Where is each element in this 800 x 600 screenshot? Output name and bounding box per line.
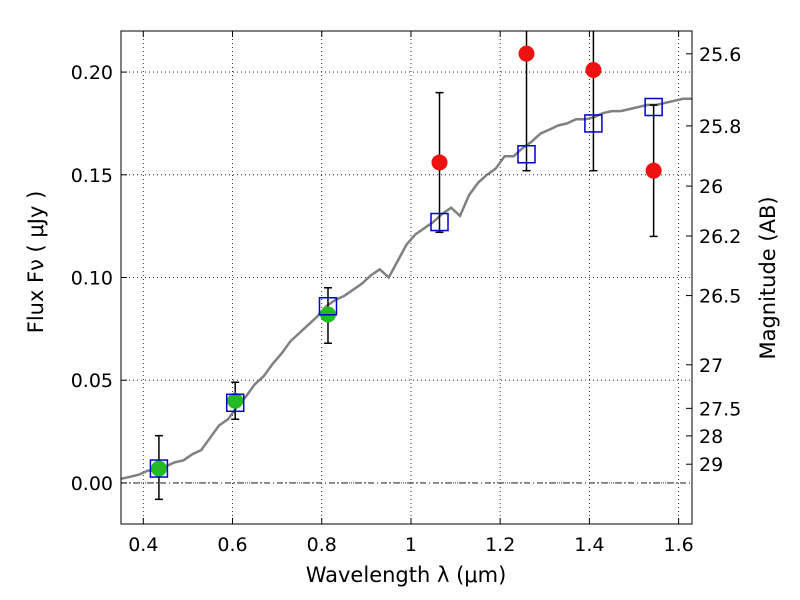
model-flux-square [149,459,169,478]
observed-flux-point [227,392,244,409]
x-tick-label: 0.4 [128,534,158,556]
x-tick-label: 1 [405,534,417,556]
model-flux-square [517,145,536,164]
y2-tick-label: 27 [699,355,723,377]
axis-ticks: 0.4 0.6 0.8 1 1.2 1.4 1.6 0.00 0.05 0.10 0.15 0.20 2… [71,31,741,556]
y2-tick-label: 28 [699,426,723,448]
model-flux-square [225,393,245,413]
model-sed-curve [121,97,692,481]
y2-tick-label: 26.2 [699,226,741,248]
x-tick-label: 1.4 [574,534,604,556]
plot-frame [120,30,693,525]
y-tick-label: 0.10 [71,268,113,290]
model-flux-square [644,97,663,117]
observed-flux-point [431,154,448,171]
y2-tick-label: 25.8 [699,116,741,138]
x-tick-label: 1.6 [664,534,694,556]
y2-tick-label: 26.5 [699,286,741,308]
y-tick-label: 0.15 [71,165,113,187]
plot-area [121,31,692,501]
observed-flux-point [150,460,167,477]
y-tick-label: 0.05 [71,370,113,392]
model-flux-square [584,114,603,133]
y2-tick-label: 27.5 [699,398,741,420]
x-tick-label: 0.6 [217,534,247,556]
x-axis-label: Wavelength λ (μm) [306,563,507,587]
y2-tick-label: 25.6 [699,44,741,66]
grid [121,31,692,524]
model-flux-square [318,297,338,316]
y-axis-label: Flux Fν ( μJy ) [24,191,48,334]
y-tick-label: 0.00 [71,473,113,495]
y2-tick-label: 29 [699,454,723,476]
y2-axis-label: Magnitude (AB) [756,196,780,359]
observed-flux-point [518,45,535,62]
y2-tick-label: 26 [699,176,723,198]
model-flux-square [430,212,449,232]
x-tick-label: 1.2 [485,534,515,556]
y-tick-label: 0.20 [71,62,113,84]
observed-flux-point [585,62,602,79]
observed-flux-point [645,162,662,179]
x-tick-label: 0.8 [307,534,337,556]
